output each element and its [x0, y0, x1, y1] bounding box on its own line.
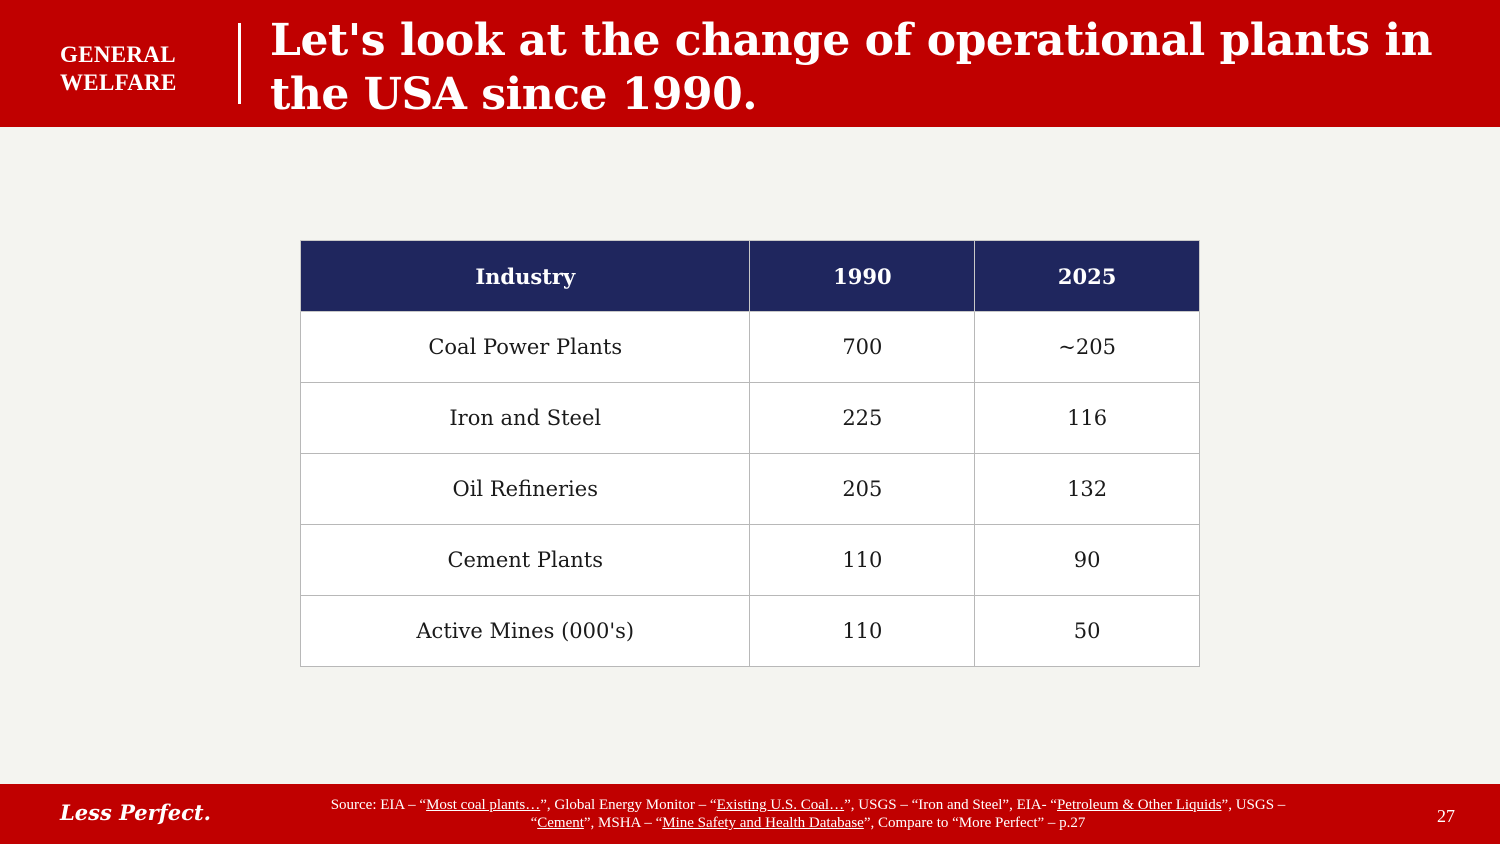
table-row: Active Mines (000's) 110 50 — [299, 595, 1200, 667]
industry-cell: Coal Power Plants — [299, 311, 751, 383]
table-header-row: Industry 1990 2025 — [299, 240, 1200, 312]
source-text: ”, USGS – “Iron and Steel”, EIA- “ — [844, 797, 1057, 813]
source-text: ”, USGS – “ — [530, 797, 1286, 831]
source-text: ”, Compare to “More Perfect” – p.27 — [863, 815, 1086, 831]
column-header-1990: 1990 — [749, 240, 976, 312]
industry-cell: Cement Plants — [299, 524, 751, 596]
source-citation: Source: EIA – “Most coal plants…”, Globa… — [316, 796, 1300, 832]
source-link-existing-us-coal[interactable]: Existing U.S. Coal… — [716, 797, 845, 813]
value-1990-cell: 700 — [749, 311, 976, 383]
value-2025-cell: 116 — [974, 382, 1200, 454]
value-1990-cell: 110 — [749, 595, 976, 667]
source-link-most-coal-plants[interactable]: Most coal plants… — [426, 797, 541, 813]
page-number: 27 — [1437, 806, 1455, 826]
source-text: Source: EIA – “ — [330, 797, 427, 813]
table-row: Iron and Steel 225 116 — [299, 382, 1200, 454]
footer-bar: Less Perfect. Source: EIA – “Most coal p… — [0, 784, 1500, 844]
industry-cell: Iron and Steel — [299, 382, 751, 454]
header-divider — [238, 23, 241, 104]
column-header-industry: Industry — [299, 240, 751, 312]
value-2025-cell: 50 — [974, 595, 1200, 667]
table-row: Cement Plants 110 90 — [299, 524, 1200, 596]
source-link-petroleum-liquids[interactable]: Petroleum & Other Liquids — [1056, 797, 1222, 813]
table-row: Oil Refineries 205 132 — [299, 453, 1200, 525]
value-2025-cell: 90 — [974, 524, 1200, 596]
value-2025-cell: ~205 — [974, 311, 1200, 383]
value-2025-cell: 132 — [974, 453, 1200, 525]
table-row: Coal Power Plants 700 ~205 — [299, 311, 1200, 383]
industry-cell: Oil Refineries — [299, 453, 751, 525]
source-text: ”, MSHA – “ — [583, 815, 663, 831]
brand-name: Less Perfect. — [60, 800, 211, 825]
source-link-cement[interactable]: Cement — [537, 815, 584, 831]
value-1990-cell: 205 — [749, 453, 976, 525]
value-1990-cell: 110 — [749, 524, 976, 596]
source-link-mine-safety-database[interactable]: Mine Safety and Health Database — [662, 815, 864, 831]
section-label: GENERAL WELFARE — [60, 42, 177, 95]
slide-title: Let's look at the change of operational … — [270, 15, 1433, 120]
source-text: ”, Global Energy Monitor – “ — [540, 797, 717, 813]
plants-table: Industry 1990 2025 Coal Power Plants 700… — [299, 240, 1200, 667]
value-1990-cell: 225 — [749, 382, 976, 454]
column-header-2025: 2025 — [974, 240, 1200, 312]
industry-cell: Active Mines (000's) — [299, 595, 751, 667]
header-bar: GENERAL WELFARE Let's look at the change… — [0, 0, 1500, 127]
